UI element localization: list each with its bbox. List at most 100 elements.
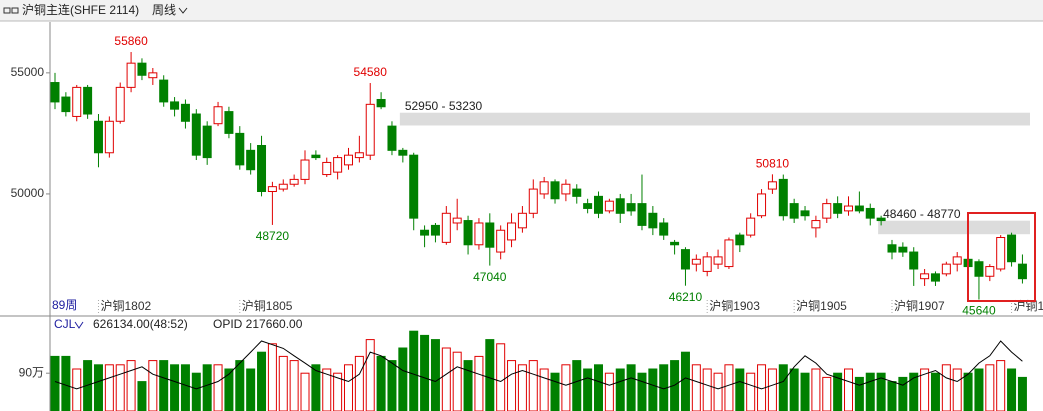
- volume-reading: 626134.00(48:52): [93, 317, 188, 331]
- volume-bar: [507, 360, 517, 411]
- candle-body: [191, 113, 201, 156]
- period-count: 89周: [52, 298, 77, 312]
- volume-bar: [441, 347, 451, 411]
- volume-bar: [1007, 368, 1017, 411]
- candle-body: [659, 222, 669, 236]
- y-tick-label: 50000: [11, 186, 45, 200]
- volume-bar: [180, 364, 190, 411]
- volume-bar: [365, 339, 375, 411]
- volume-bar: [93, 364, 103, 411]
- candle-body: [235, 132, 245, 166]
- candle-body: [583, 203, 593, 209]
- volume-bar: [735, 368, 745, 411]
- volume-bar: [267, 343, 277, 411]
- candle-body: [365, 103, 375, 156]
- volume-bar: [115, 364, 125, 411]
- volume-bar: [528, 360, 538, 411]
- candle-body: [115, 86, 125, 122]
- candle-body: [322, 161, 332, 176]
- opid-reading: OPID 217660.00: [213, 317, 303, 331]
- volume-bar: [496, 343, 506, 411]
- candle-body: [333, 157, 343, 173]
- candle-body: [398, 149, 408, 156]
- volume-bar: [224, 368, 234, 411]
- extreme-label: 47040: [473, 270, 507, 284]
- candle-body: [159, 79, 169, 103]
- symbol-label: 沪铜主连(SHFE 2114): [22, 2, 139, 17]
- candle-body: [822, 203, 832, 219]
- candle-body: [474, 222, 484, 246]
- volume-bar: [800, 372, 810, 411]
- indicator-dropdown-arrow[interactable]: [74, 321, 84, 329]
- volume-bar: [550, 372, 560, 411]
- candle-body: [148, 72, 158, 79]
- volume-bar: [876, 372, 886, 411]
- volume-bar: [126, 360, 136, 411]
- volume-bar: [996, 360, 1006, 411]
- volume-bar: [170, 364, 180, 411]
- extreme-label: 46210: [669, 290, 703, 304]
- volume-bar: [159, 360, 169, 411]
- candle-body: [430, 224, 440, 236]
- toolbar: [0, 0, 1043, 21]
- candle-body: [800, 210, 810, 217]
- volume-bar: [50, 355, 60, 411]
- volume-bar: [767, 368, 777, 411]
- candle-body: [550, 181, 560, 200]
- candle-body: [757, 193, 767, 217]
- volume-bar: [343, 364, 353, 411]
- volume-bar: [278, 355, 288, 411]
- volume-bar: [789, 368, 799, 411]
- volume-bar: [452, 351, 462, 411]
- x-tick-label: 沪铜1805: [242, 298, 293, 313]
- volume-bar: [604, 372, 614, 411]
- volume-bar: [300, 372, 310, 411]
- candle-body: [507, 222, 517, 241]
- price-band: [878, 220, 1030, 235]
- candle-body: [996, 237, 1006, 270]
- volume-bar: [474, 355, 484, 411]
- candle-body: [594, 195, 603, 214]
- candle-body: [572, 188, 582, 197]
- y-tick-label: 90万: [19, 365, 44, 379]
- volume-bar: [137, 381, 147, 411]
- candle-body: [463, 220, 473, 246]
- candle-body: [354, 152, 364, 159]
- x-tick-label: 沪铜1905: [796, 298, 847, 313]
- candle-body: [517, 212, 527, 229]
- period-dropdown-arrow[interactable]: [178, 7, 188, 14]
- volume-bar: [322, 368, 332, 411]
- volume-bar: [702, 368, 712, 411]
- volume-bar: [572, 360, 582, 411]
- candle-body: [104, 120, 114, 154]
- volume-bar: [202, 364, 212, 411]
- volume-bar: [637, 372, 647, 411]
- candle-body: [289, 178, 299, 185]
- volume-bar: [854, 376, 864, 411]
- candle-body: [180, 103, 190, 122]
- candle-body: [920, 273, 930, 280]
- candle-body: [691, 258, 701, 265]
- volume-bar: [713, 372, 723, 411]
- candle-body: [702, 256, 712, 272]
- candle-body: [213, 106, 223, 125]
- x-tick-label: 沪铜1903: [709, 298, 760, 313]
- volume-bar: [485, 339, 495, 411]
- volume-bar: [985, 364, 995, 411]
- extreme-label: 50810: [756, 156, 790, 170]
- period-selector[interactable]: 周线: [152, 3, 176, 17]
- candle-body: [61, 96, 71, 113]
- volume-bar: [778, 364, 788, 411]
- x-tick-label: 沪铜1802: [100, 298, 151, 313]
- candle-body: [311, 154, 321, 159]
- volume-bar: [387, 360, 397, 411]
- volume-bar: [680, 351, 690, 411]
- volume-bar: [746, 372, 756, 411]
- volume-bar: [83, 360, 93, 411]
- candle-body: [648, 212, 658, 229]
- indicator-name[interactable]: CJL: [54, 317, 76, 331]
- volume-bar: [430, 339, 440, 411]
- candle-body: [615, 198, 625, 214]
- volume-bar: [1017, 376, 1027, 411]
